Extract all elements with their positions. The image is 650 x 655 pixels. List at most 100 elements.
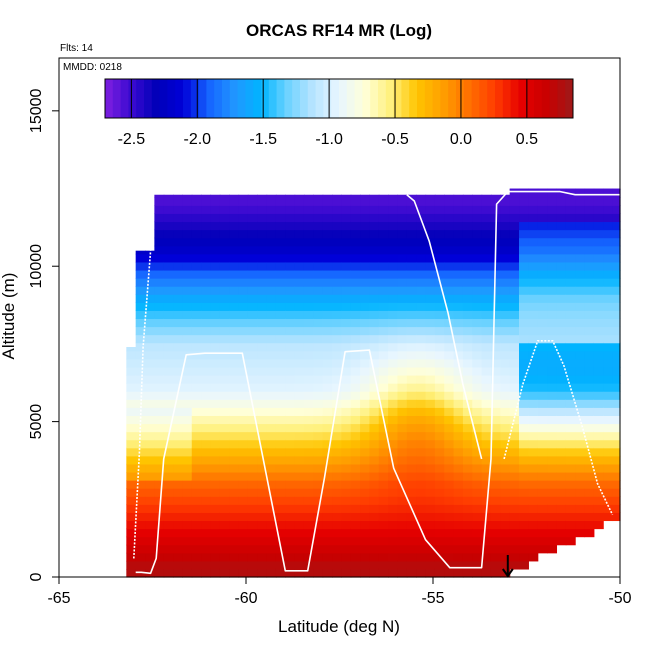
heatmap-cell <box>229 439 240 449</box>
heatmap-cell <box>285 536 296 546</box>
heatmap-cell <box>313 455 324 465</box>
heatmap-cell <box>163 253 174 263</box>
heatmap-cell <box>462 496 473 505</box>
heatmap-cell <box>481 342 492 352</box>
heatmap-cell <box>397 205 408 214</box>
heatmap-cell <box>444 415 455 425</box>
heatmap-cell <box>322 237 333 247</box>
heatmap-cell <box>537 431 548 441</box>
heatmap-cell <box>472 536 483 546</box>
heatmap-cell <box>191 520 202 530</box>
heatmap-cell <box>575 399 586 408</box>
colorbar-tick-label: -2.5 <box>118 131 146 148</box>
heatmap-cell <box>509 269 520 279</box>
heatmap-cell <box>612 383 621 392</box>
heatmap-cell <box>191 194 202 198</box>
heatmap-cell <box>425 455 436 465</box>
heatmap-cell <box>341 455 352 465</box>
heatmap-cell <box>294 194 305 198</box>
heatmap-cell <box>416 528 427 538</box>
heatmap-cell <box>313 269 324 279</box>
heatmap-cell <box>266 431 277 441</box>
heatmap-cell <box>556 431 567 441</box>
heatmap-cell <box>556 358 567 368</box>
heatmap-cell <box>603 286 614 295</box>
heatmap-cell <box>369 245 380 255</box>
heatmap-cell <box>397 302 408 311</box>
heatmap-cell <box>575 407 586 416</box>
heatmap-cell <box>612 399 621 408</box>
heatmap-cell <box>257 528 268 538</box>
heatmap-cell <box>182 439 193 449</box>
heatmap-cell <box>163 463 174 473</box>
heatmap-cell <box>472 294 483 303</box>
heatmap-cell <box>294 455 305 465</box>
heatmap-cell <box>612 415 621 425</box>
heatmap-cell <box>332 512 342 522</box>
heatmap-cell <box>219 326 230 336</box>
heatmap-cell <box>500 358 511 368</box>
heatmap-cell <box>210 197 221 206</box>
heatmap-cell <box>332 528 342 538</box>
heatmap-cell <box>266 488 277 497</box>
heatmap-cell <box>388 560 399 570</box>
heatmap-cell <box>500 310 511 320</box>
heatmap-cell <box>173 358 184 368</box>
heatmap-cell <box>266 205 277 214</box>
heatmap-cell <box>528 544 539 554</box>
heatmap-cell <box>332 205 342 214</box>
heatmap-cell <box>201 261 212 271</box>
heatmap-cell <box>565 318 576 328</box>
heatmap-cell <box>565 237 576 247</box>
heatmap-cell <box>509 423 520 433</box>
heatmap-cell <box>322 213 333 223</box>
heatmap-cell <box>425 342 436 352</box>
heatmap-cell <box>285 415 296 425</box>
heatmap-cell <box>126 455 137 465</box>
heatmap-cell <box>182 213 193 223</box>
heatmap-cell <box>229 261 240 271</box>
heatmap-cell <box>397 374 408 384</box>
heatmap-cell <box>416 471 427 481</box>
heatmap-cell <box>173 512 184 522</box>
heatmap-cell <box>332 536 342 546</box>
heatmap-cell <box>332 383 342 392</box>
heatmap-cell <box>547 407 558 416</box>
heatmap-cell <box>303 253 314 263</box>
heatmap-cell <box>191 480 202 489</box>
heatmap-cell <box>182 536 193 546</box>
heatmap-cell <box>612 189 621 198</box>
heatmap-cell <box>266 334 277 344</box>
heatmap-cell <box>210 358 221 368</box>
heatmap-cell <box>322 194 333 198</box>
heatmap-cell <box>266 310 277 320</box>
heatmap-cell <box>275 552 286 562</box>
heatmap-cell <box>266 536 277 546</box>
heatmap-cell <box>528 205 539 214</box>
heatmap-cell <box>388 302 399 311</box>
heatmap-cell <box>584 278 595 287</box>
heatmap-cell <box>444 447 455 457</box>
heatmap-cell <box>145 261 155 271</box>
heatmap-cell <box>229 504 240 513</box>
heatmap-cell <box>163 447 174 457</box>
heatmap-cell <box>360 261 371 271</box>
heatmap-cell <box>173 383 184 392</box>
heatmap-cell <box>434 488 445 497</box>
heatmap-cell <box>584 350 595 360</box>
heatmap-cell <box>182 326 193 336</box>
heatmap-cell <box>556 366 567 376</box>
heatmap-cell <box>219 253 230 263</box>
heatmap-cell <box>519 496 529 505</box>
heatmap-cell <box>612 188 621 190</box>
heatmap-cell <box>173 245 184 255</box>
heatmap-cell <box>500 407 511 416</box>
heatmap-cell <box>275 391 286 400</box>
heatmap-cell <box>313 431 324 441</box>
heatmap-cell <box>332 544 342 554</box>
heatmap-cell <box>481 415 492 425</box>
heatmap-cell <box>163 237 174 247</box>
heatmap-cell <box>247 552 258 562</box>
heatmap-cell <box>219 350 230 360</box>
heatmap-cell <box>509 205 520 214</box>
